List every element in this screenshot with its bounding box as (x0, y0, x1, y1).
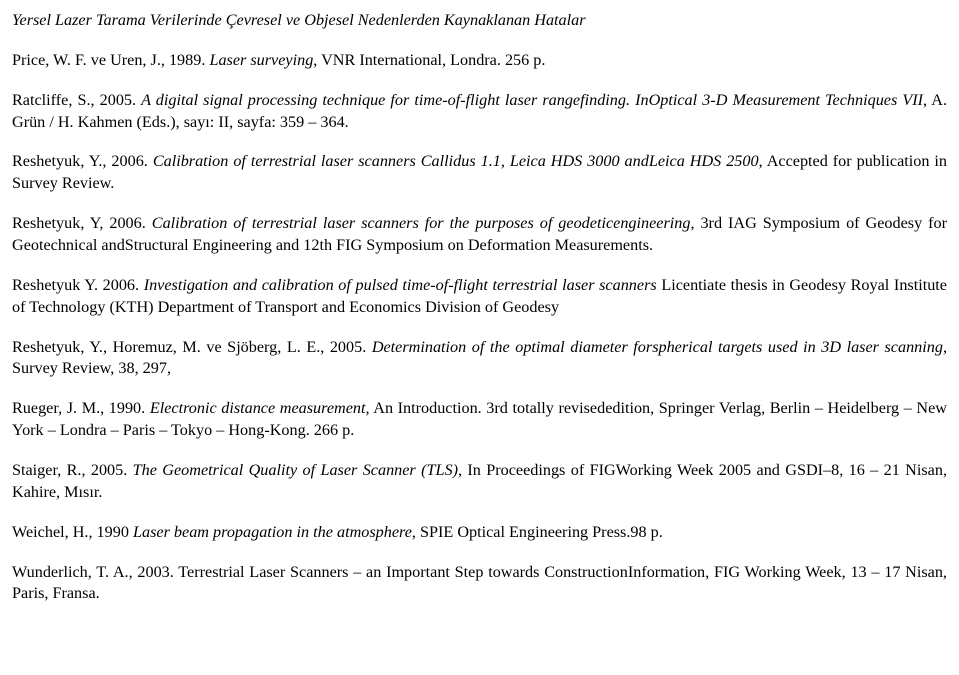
ref-title: A digital signal processing technique fo… (141, 91, 923, 109)
ref-title: Electronic distance measurement (150, 399, 366, 417)
ref-author: Reshetyuk, Y, 2006. (12, 214, 152, 232)
reference-2: Reshetyuk, Y., 2006. Calibration of terr… (12, 151, 947, 195)
reference-0: Price, W. F. ve Uren, J., 1989. Laser su… (12, 50, 947, 72)
ref-rest: , VNR International, Londra. 256 p. (313, 51, 545, 69)
ref-author: Reshetyuk Y. 2006. (12, 276, 144, 294)
ref-title: The Geometrical Quality of Laser Scanner… (133, 461, 458, 479)
ref-author: Staiger, R., 2005. (12, 461, 133, 479)
ref-author: Rueger, J. M., 1990. (12, 399, 150, 417)
reference-8: Weichel, H., 1990 Laser beam propagation… (12, 522, 947, 544)
ref-title: Determination of the optimal diameter fo… (372, 338, 943, 356)
page-title: Yersel Lazer Tarama Verilerinde Çevresel… (12, 10, 947, 32)
reference-9: Wunderlich, T. A., 2003. Terrestrial Las… (12, 562, 947, 606)
ref-rest: , SPIE Optical Engineering Press.98 p. (412, 523, 663, 541)
ref-title: Investigation and calibration of pulsed … (144, 276, 657, 294)
reference-7: Staiger, R., 2005. The Geometrical Quali… (12, 460, 947, 504)
ref-title: Calibration of terrestrial laser scanner… (152, 214, 691, 232)
ref-title: Laser beam propagation in the atmosphere (133, 523, 412, 541)
ref-author: Weichel, H., 1990 (12, 523, 133, 541)
ref-author: Ratcliffe, S., 2005. (12, 91, 141, 109)
ref-author: Reshetyuk, Y., 2006. (12, 152, 153, 170)
reference-4: Reshetyuk Y. 2006. Investigation and cal… (12, 275, 947, 319)
reference-6: Rueger, J. M., 1990. Electronic distance… (12, 398, 947, 442)
ref-title: Calibration of terrestrial laser scanner… (153, 152, 759, 170)
ref-author: Reshetyuk, Y., Horemuz, M. ve Sjöberg, L… (12, 338, 372, 356)
ref-author: Price, W. F. ve Uren, J., 1989. (12, 51, 209, 69)
ref-title: Laser surveying (209, 51, 313, 69)
reference-5: Reshetyuk, Y., Horemuz, M. ve Sjöberg, L… (12, 337, 947, 381)
reference-3: Reshetyuk, Y, 2006. Calibration of terre… (12, 213, 947, 257)
reference-1: Ratcliffe, S., 2005. A digital signal pr… (12, 90, 947, 134)
ref-author: Wunderlich, T. A., 2003. (12, 563, 178, 581)
